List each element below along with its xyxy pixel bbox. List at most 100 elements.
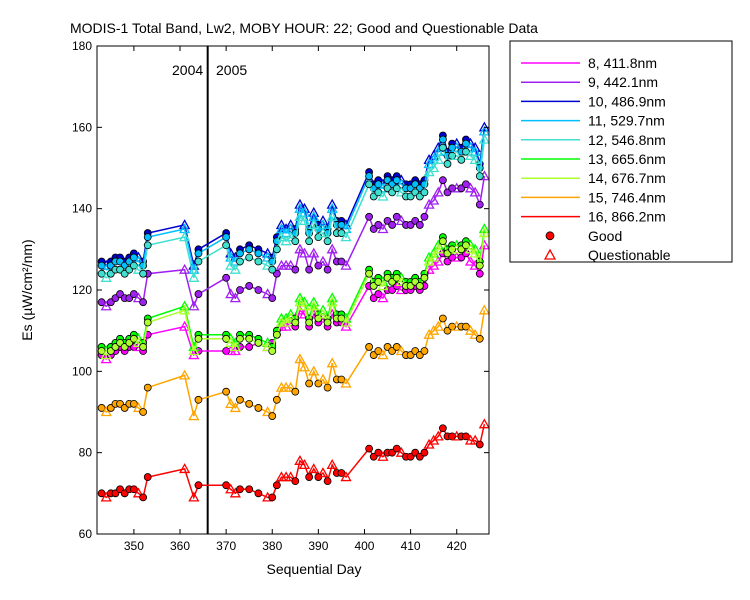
good-point [222,241,231,250]
y-tick-label: 100 [72,364,92,378]
good-point [291,265,300,274]
good-point [438,135,447,144]
good-point [129,334,138,343]
questionable-point [340,471,352,482]
good-point [254,338,263,347]
x-tick-label: 380 [262,539,282,553]
questionable-point [229,263,241,274]
plot-frame [96,45,490,535]
good-point [420,347,429,355]
good-point [392,343,401,351]
x-tick-label: 370 [216,539,236,553]
questionable-point [428,251,440,262]
good-point [438,143,447,152]
questionable-point [298,300,311,311]
good-point [374,188,383,197]
questionable-point [395,276,407,287]
questionable-point [326,292,338,303]
y-tick-label: 140 [72,202,92,216]
questionable-point [100,491,112,502]
good-point [475,334,484,343]
good-point [323,383,332,392]
good-point [254,249,263,258]
questionable-point [432,320,444,331]
questionable-point [326,210,338,221]
questionable-point [188,410,200,421]
good-point [392,444,401,453]
good-point [365,212,373,221]
questionable-point [326,459,338,470]
y-tick-label: 180 [72,39,92,53]
good-point [374,180,383,189]
good-point [97,404,106,412]
good-point [305,318,314,327]
good-point [443,160,452,168]
questionable-point [100,349,112,360]
series-line-7 [101,232,486,357]
series-line-3 [101,127,486,267]
good-point [462,139,470,148]
good-point [420,448,429,457]
questionable-point [464,243,477,254]
questionable-point [432,154,444,165]
series-line-4 [101,131,486,271]
good-point [254,257,263,266]
good-point [337,469,346,477]
good-point [143,473,152,481]
good-point [245,343,254,351]
questionable-point [377,223,389,234]
questionable-point [317,467,329,478]
questionable-point [478,133,490,144]
good-point [475,261,484,270]
good-point [236,257,244,266]
good-point [245,485,254,494]
questionable-point [298,247,311,258]
good-point [222,334,231,343]
questionable-point [298,361,311,372]
good-point [337,229,346,237]
good-point [129,253,138,262]
legend-label: 15, 746.4nm [588,189,666,205]
good-point [272,245,281,254]
good-point [143,318,152,327]
questionable-point [377,349,389,360]
good-point [143,233,152,242]
questionable-point [294,243,306,254]
questionable-point [262,341,274,352]
good-point [438,314,447,323]
questionable-point [100,300,112,311]
questionable-point [100,271,112,282]
good-point [323,318,332,327]
questionable-point [395,186,407,197]
questionable-point [225,337,237,348]
questionable-point [262,288,274,299]
questionable-point [262,406,274,417]
questionable-point [179,369,191,380]
questionable-point [478,418,490,429]
x-tick-label: 390 [308,539,328,553]
good-point [475,269,484,278]
questionable-point [377,292,389,303]
questionable-point [262,259,274,270]
good-point [254,286,263,294]
legend-label: 14, 676.7nm [588,170,666,186]
questionable-point [294,296,306,307]
good-point [268,265,277,274]
x-axis-label: Sequential Day [267,561,362,577]
questionable-point [340,377,352,388]
good-point [194,395,203,404]
x-tick-label: 360 [170,539,190,553]
legend-questionable-marker [543,248,557,260]
good-point [272,330,281,339]
good-point [323,265,332,274]
questionable-point [179,463,191,474]
good-point [194,249,203,258]
good-point [268,493,277,502]
questionable-point [294,454,306,465]
series-line-9 [101,424,486,500]
good-point [374,277,383,286]
good-point [222,387,231,396]
good-point [374,448,383,457]
questionable-point [294,210,306,221]
good-point [365,343,373,351]
